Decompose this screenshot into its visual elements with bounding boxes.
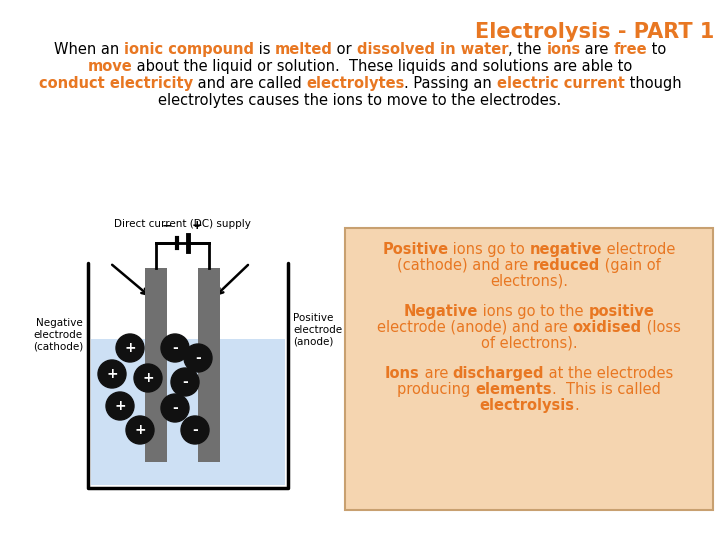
Text: Negative
electrode
(cathode): Negative electrode (cathode) [32, 318, 83, 351]
Text: ionic compound: ionic compound [124, 42, 253, 57]
Text: −: − [162, 219, 173, 232]
Text: conduct electricity: conduct electricity [39, 76, 193, 91]
Text: electrode: electrode [603, 242, 675, 257]
Text: negative: negative [530, 242, 603, 257]
Bar [198, 268, 220, 462]
Text: -: - [172, 401, 178, 415]
Text: +: + [192, 219, 202, 232]
Text: free: free [613, 42, 647, 57]
Text: electrolytes: electrolytes [306, 76, 405, 91]
Text: Ions: Ions [384, 366, 420, 381]
Text: is: is [253, 42, 274, 57]
Bar [91, 339, 285, 485]
Text: -: - [192, 423, 198, 437]
Text: +: + [124, 341, 136, 355]
Text: at the electrodes: at the electrodes [544, 366, 673, 381]
Text: (loss: (loss [642, 320, 680, 335]
Circle shape [134, 364, 162, 392]
Text: .: . [574, 398, 579, 413]
Text: ions go to: ions go to [449, 242, 530, 257]
Bar [145, 268, 167, 462]
Text: +: + [134, 423, 146, 437]
Text: elements: elements [475, 382, 552, 397]
Circle shape [98, 360, 126, 388]
Text: ions: ions [546, 42, 580, 57]
Text: Direct current (DC) supply: Direct current (DC) supply [114, 219, 251, 229]
Text: positive: positive [588, 304, 654, 319]
Text: to: to [647, 42, 667, 57]
Text: are: are [420, 366, 452, 381]
Text: though: though [625, 76, 681, 91]
Circle shape [161, 334, 189, 362]
Text: -: - [182, 375, 188, 389]
Text: ions go to the: ions go to the [478, 304, 588, 319]
Text: producing: producing [397, 382, 475, 397]
Text: +: + [106, 367, 118, 381]
Circle shape [181, 416, 209, 444]
Text: Positive
electrode
(anode): Positive electrode (anode) [293, 313, 342, 346]
Text: Electrolysis - PART 1: Electrolysis - PART 1 [474, 22, 714, 42]
Text: melted: melted [274, 42, 333, 57]
Text: about the liquid or solution.  These liquids and solutions are able to: about the liquid or solution. These liqu… [132, 59, 632, 74]
Text: , the: , the [508, 42, 546, 57]
Text: Negative: Negative [404, 304, 478, 319]
Text: electrons).: electrons). [490, 274, 568, 289]
Text: (cathode) and are: (cathode) and are [397, 258, 533, 273]
Circle shape [161, 394, 189, 422]
Text: discharged: discharged [452, 366, 544, 381]
Text: . Passing an: . Passing an [405, 76, 497, 91]
Circle shape [116, 334, 144, 362]
Text: (gain of: (gain of [600, 258, 661, 273]
Text: +: + [114, 399, 126, 413]
Circle shape [106, 392, 134, 420]
Text: When an: When an [53, 42, 124, 57]
Text: -: - [195, 351, 201, 365]
Text: .  This is called: . This is called [552, 382, 661, 397]
Text: -: - [172, 341, 178, 355]
Text: oxidised: oxidised [572, 320, 642, 335]
FancyBboxPatch shape [345, 228, 713, 510]
Text: reduced: reduced [533, 258, 600, 273]
Text: dissolved in water: dissolved in water [356, 42, 508, 57]
Text: +: + [142, 371, 154, 385]
Text: and are called: and are called [193, 76, 306, 91]
Text: Positive: Positive [382, 242, 449, 257]
Text: are: are [580, 42, 613, 57]
Text: electrolytes causes the ions to move to the electrodes.: electrolytes causes the ions to move to … [158, 93, 562, 108]
Circle shape [171, 368, 199, 396]
Text: move: move [88, 59, 132, 74]
Text: electric current: electric current [497, 76, 625, 91]
Circle shape [184, 344, 212, 372]
Text: of electrons).: of electrons). [481, 336, 577, 351]
Text: electrolysis: electrolysis [479, 398, 574, 413]
Text: or: or [333, 42, 356, 57]
Circle shape [126, 416, 154, 444]
Text: electrode (anode) and are: electrode (anode) and are [377, 320, 572, 335]
